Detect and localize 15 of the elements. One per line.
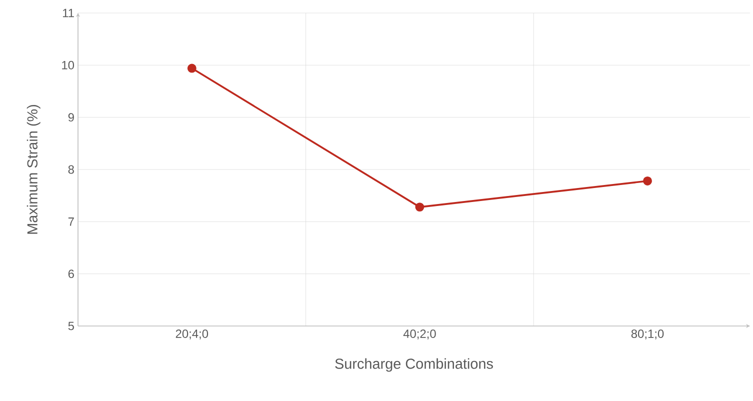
y-tick-label: 11 — [62, 8, 74, 18]
y-axis-title: Maximum Strain (%) — [26, 104, 40, 234]
x-axis-title: Surcharge Combinations — [335, 358, 493, 372]
y-tick-label: 5 — [68, 322, 74, 330]
y-tick-label: 7 — [68, 218, 74, 226]
y-tick-label: 10 — [62, 60, 74, 70]
y-tick-label: 6 — [68, 270, 74, 278]
y-tick-label: 9 — [68, 113, 74, 122]
x-tick-label: 80;1;0 — [631, 330, 664, 340]
point — [187, 64, 196, 73]
point — [415, 202, 424, 212]
point — [643, 176, 652, 186]
x-tick-label: 20;4;0 — [176, 330, 208, 340]
y-tick-label: 8 — [68, 165, 74, 174]
x-tick-label: 40;2;0 — [403, 330, 436, 340]
